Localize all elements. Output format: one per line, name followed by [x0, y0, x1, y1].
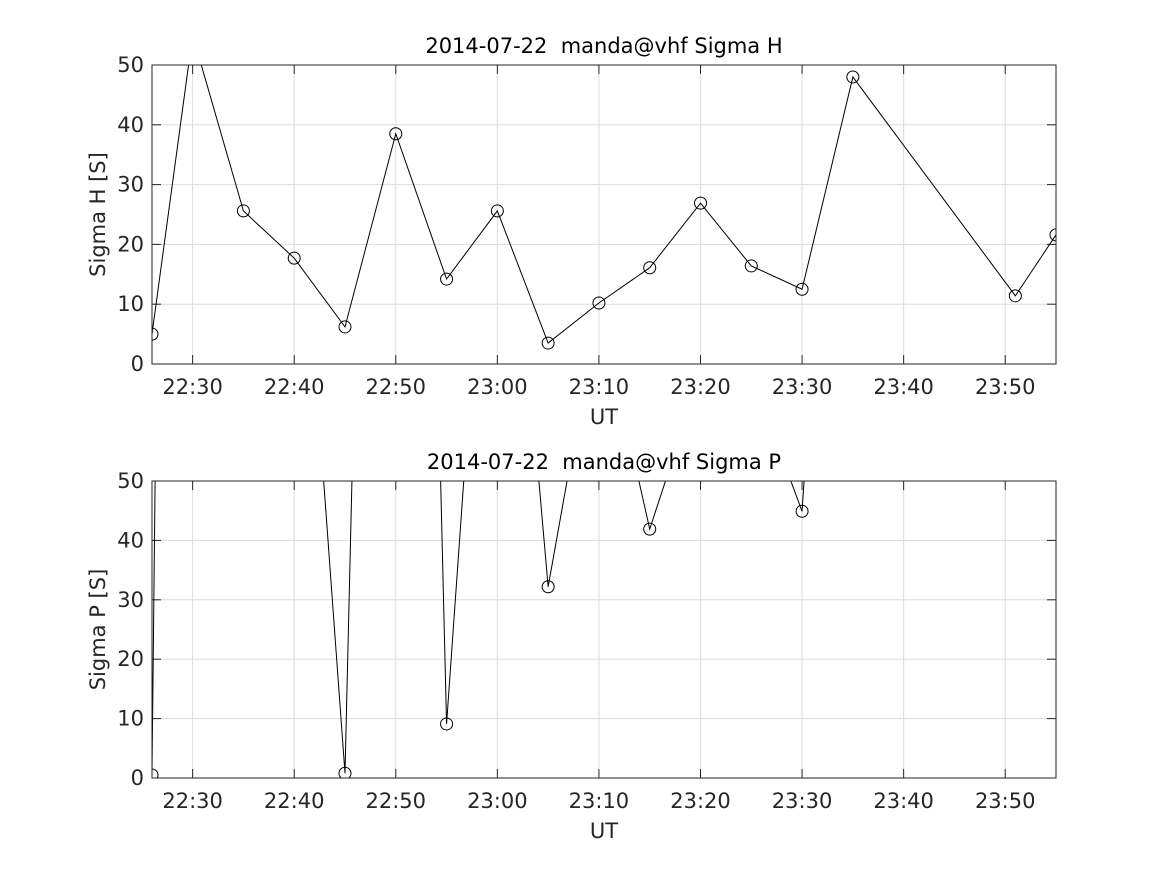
x-tick-label: 23:40: [873, 789, 934, 813]
axes: 0 10 20 30 40 50 22:30 22:40 22:50 23:00 23:10 23:2…: [86, 450, 1057, 843]
y-tick-label: 40: [117, 113, 144, 137]
x-tick-label: 23:00: [467, 375, 528, 399]
x-axis-label: UT: [590, 819, 618, 843]
axes-box: [151, 64, 1057, 365]
marker: [744, 259, 758, 273]
marker: [440, 272, 454, 286]
y-axis-label: Sigma H [S]: [86, 152, 110, 277]
y-axis-label: Sigma P [S]: [86, 569, 110, 691]
marker: [541, 580, 555, 594]
marker: [1008, 289, 1022, 303]
y-tick-label: 10: [117, 292, 144, 316]
x-tick-label: 23:30: [772, 375, 833, 399]
x-tick-label: 22:50: [366, 789, 427, 813]
x-axis-label: UT: [590, 405, 618, 429]
y-tick-label: 50: [117, 469, 144, 493]
marker: [152, 327, 159, 341]
y-tick-label: 20: [117, 647, 144, 671]
plot-area: [152, 65, 1056, 364]
x-tick-label: 23:20: [670, 789, 731, 813]
marker: [338, 320, 352, 334]
x-tick-label: 23:00: [467, 789, 528, 813]
marker: [846, 70, 860, 84]
y-tick-label: 20: [117, 232, 144, 256]
x-tick-label: 23:30: [772, 789, 833, 813]
x-tick-label: 23:20: [670, 375, 731, 399]
y-tick-label: 30: [117, 173, 144, 197]
line: [152, 481, 805, 776]
data-layer: [152, 65, 1056, 350]
marker: [389, 127, 403, 141]
marker: [152, 768, 159, 778]
x-tick-label: 22:40: [264, 789, 325, 813]
x-tick-label: 22:30: [162, 789, 223, 813]
y-tick-label: 0: [131, 766, 144, 790]
x-tick-label: 23:50: [975, 789, 1036, 813]
marker: [338, 766, 352, 778]
y-tick-label: 0: [131, 352, 144, 376]
marker: [643, 261, 657, 275]
chart-title: 2014-07-22 manda@vhf Sigma H: [425, 34, 782, 58]
marker: [592, 296, 606, 310]
marker: [236, 204, 250, 218]
y-tick-label: 30: [117, 588, 144, 612]
x-tick-label: 22:50: [366, 375, 427, 399]
marker: [287, 251, 301, 265]
y-tick-label: 50: [117, 53, 144, 77]
marker: [541, 336, 555, 350]
x-tick-label: 23:50: [975, 375, 1036, 399]
x-tick-label: 22:40: [264, 375, 325, 399]
marker: [1049, 228, 1056, 242]
marker: [643, 522, 657, 536]
y-tick-label: 40: [117, 528, 144, 552]
axes-box: [151, 480, 1057, 779]
marker: [795, 282, 809, 296]
x-tick-label: 22:30: [162, 375, 223, 399]
line: [152, 65, 1056, 344]
marker: [490, 204, 504, 218]
x-tick-label: 23:40: [873, 375, 934, 399]
plot-area: [152, 481, 1056, 778]
chart-title: 2014-07-22 manda@vhf Sigma P: [427, 450, 781, 474]
marker: [795, 504, 809, 518]
data-layer: [152, 481, 809, 778]
axes: 0 10 20 30 40 50 22:30 22:40 22:50 23:00 23:10 23:2…: [86, 34, 1057, 429]
y-tick-label: 10: [117, 707, 144, 731]
marker: [693, 196, 707, 210]
marker: [440, 717, 454, 731]
x-tick-label: 23:10: [569, 375, 630, 399]
x-tick-label: 23:10: [569, 789, 630, 813]
